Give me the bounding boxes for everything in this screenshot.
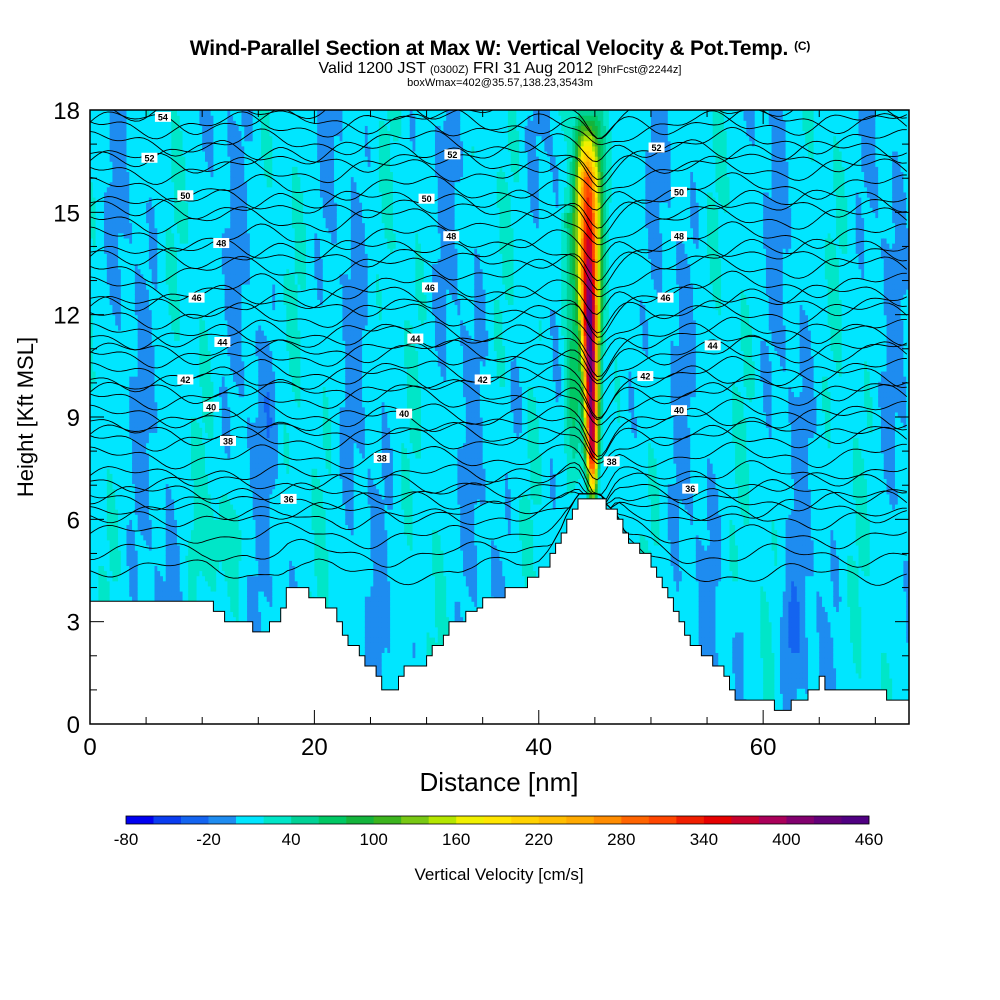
figure: Wind-Parallel Section at Max W: Vertical… [0, 0, 1000, 1000]
